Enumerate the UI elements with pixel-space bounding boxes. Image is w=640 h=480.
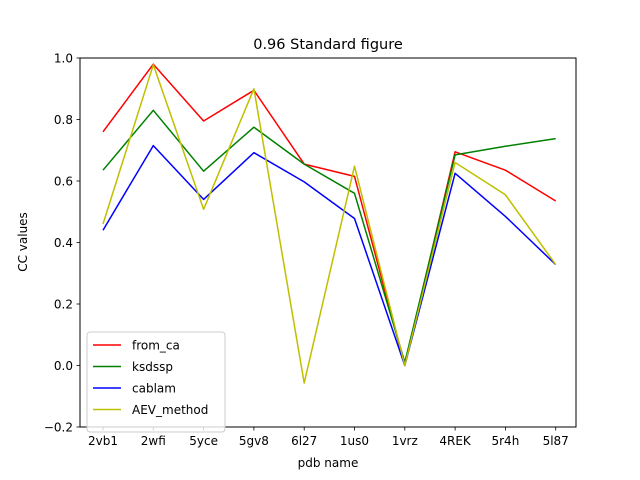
chart-title: 0.96 Standard figure [253, 37, 403, 53]
y-axis: −0.2 0.0 0.2 0.4 0.6 0.8 1.0 [44, 51, 80, 434]
y-tick-label: −0.2 [44, 420, 73, 434]
x-tick-label: 5gv8 [239, 434, 269, 448]
y-tick-label: 0.6 [54, 174, 73, 188]
x-axis: 2vb1 2wfi 5yce 5gv8 6l27 1us0 1vrz 4REK 5r4h 5l87 [88, 427, 569, 448]
x-tick-label: 4REK [439, 434, 472, 448]
legend-label: AEV_method [132, 403, 208, 417]
x-tick-label: 5r4h [491, 434, 519, 448]
y-tick-label: 1.0 [54, 51, 73, 65]
x-tick-label: 1us0 [340, 434, 369, 448]
x-tick-label: 5yce [189, 434, 218, 448]
series-line-AEV_method [102, 64, 557, 384]
x-axis-label: pdb name [298, 456, 359, 470]
y-axis-label: CC values [16, 212, 30, 272]
y-tick-label: 0.0 [54, 359, 73, 373]
legend-label: ksdssp [132, 360, 173, 374]
y-tick-label: 0.2 [54, 297, 73, 311]
x-tick-label: 5l87 [543, 434, 569, 448]
series-layer [102, 63, 557, 384]
series-line-from_ca [102, 63, 557, 367]
y-tick-label: 0.8 [54, 113, 73, 127]
x-tick-label: 6l27 [291, 434, 317, 448]
legend-label: cablam [132, 382, 176, 396]
x-tick-label: 2wfi [141, 434, 166, 448]
legend-label: from_ca [132, 339, 180, 353]
series-line-ksdssp [102, 109, 556, 364]
series-line-cablam [102, 144, 557, 367]
y-tick-label: 0.4 [54, 236, 73, 250]
x-tick-label: 2vb1 [88, 434, 118, 448]
legend-box [86, 331, 226, 433]
x-tick-label: 1vrz [392, 434, 418, 448]
